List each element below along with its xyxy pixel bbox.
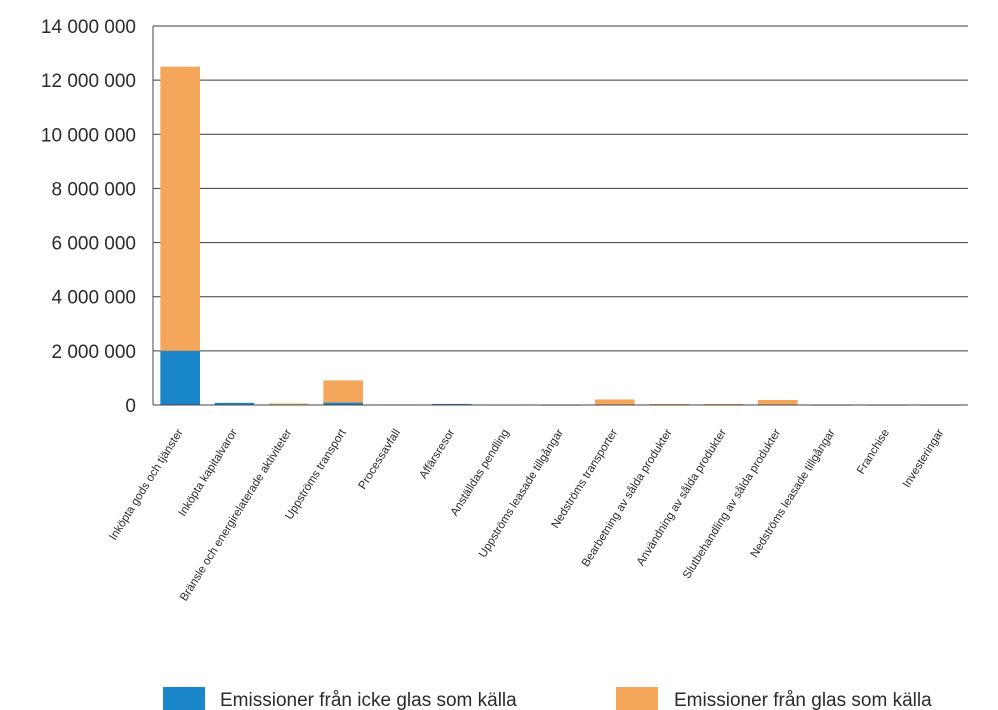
x-category-label: Uppströms transport — [283, 427, 349, 522]
x-category-label: Användning av sålda produkter — [635, 427, 729, 568]
legend-label-icke-glas: Emissioner från icke glas som källa — [220, 690, 517, 710]
bar-segment-glas — [323, 380, 363, 403]
bar-segment-glas — [649, 403, 689, 405]
x-category-label: Bränsle och energirelaterade aktiviteter — [178, 427, 294, 603]
x-category-label: Investeringar — [901, 427, 946, 490]
y-tick-label: 6 000 000 — [51, 234, 136, 255]
bar-segment-glas — [595, 399, 635, 405]
legend: Emissioner från icke glas som källa Emis… — [163, 687, 932, 710]
bar-segment-glas — [160, 66, 200, 351]
legend-label-glas: Emissioner från glas som källa — [674, 690, 932, 710]
y-axis-tick-labels: 0 2 000 000 4 000 000 6 000 000 8 000 000 10 … — [41, 17, 136, 417]
x-category-label: Franchise — [855, 427, 892, 476]
x-category-label: Bearbetning av sålda produkter — [580, 427, 675, 569]
grid-lines — [153, 25, 968, 352]
y-tick-label: 10 000 000 — [41, 125, 136, 146]
bar-segment-glas — [758, 399, 798, 405]
x-category-label: Processavfall — [357, 427, 403, 491]
bar-segment-glas — [269, 403, 309, 405]
y-tick-label: 8 000 000 — [51, 179, 136, 200]
bar-segment-icke-glas — [432, 403, 472, 405]
x-category-label: Slutbehandling av sålda produkter — [681, 427, 783, 581]
legend-swatch-icke-glas — [163, 687, 205, 710]
axes — [152, 26, 968, 406]
bar-segment-icke-glas — [160, 350, 200, 405]
bar-segment-icke-glas — [214, 402, 255, 405]
y-tick-label: 12 000 000 — [41, 71, 136, 92]
bar-segment-glas — [703, 403, 744, 405]
y-tick-label: 4 000 000 — [51, 288, 136, 309]
y-tick-label: 0 — [125, 396, 136, 417]
x-category-label: Anställdas pendling — [449, 427, 512, 518]
x-category-label: Inköpta gods och tjänster — [107, 427, 185, 542]
y-tick-label: 2 000 000 — [51, 342, 136, 363]
bar-segment-icke-glas — [323, 402, 363, 405]
bars — [160, 66, 961, 406]
x-category-label: Affärsresor — [418, 427, 458, 481]
x-category-label: Inköpta kapitalvaror — [177, 427, 240, 519]
legend-swatch-glas — [616, 687, 658, 710]
y-tick-label: 14 000 000 — [41, 17, 136, 38]
